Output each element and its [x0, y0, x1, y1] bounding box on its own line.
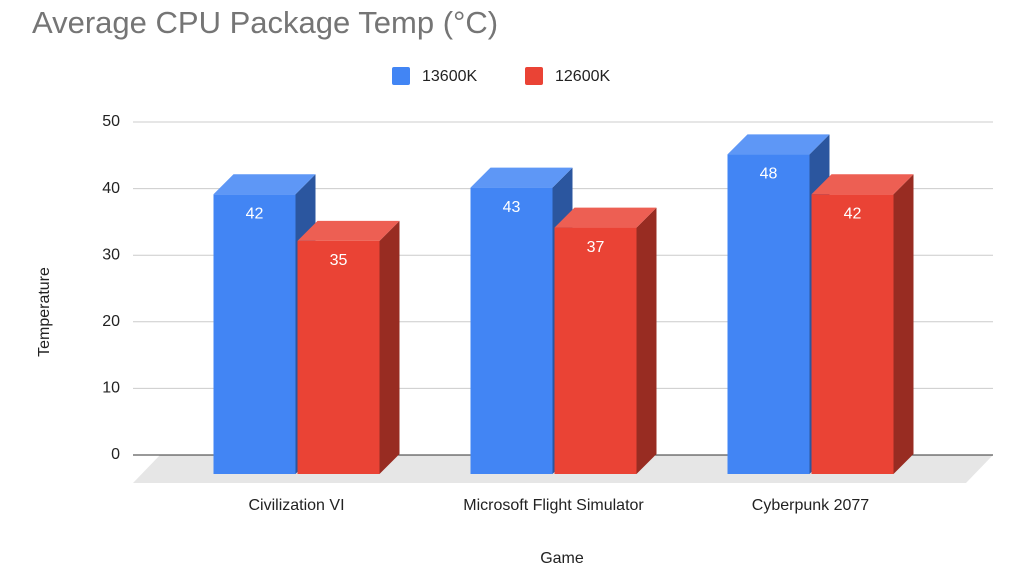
bar-front: [297, 240, 380, 474]
y-tick-label: 40: [102, 180, 120, 197]
bar-side: [379, 220, 400, 474]
y-tick-label: 0: [111, 446, 120, 463]
legend-label: 13600K: [422, 68, 477, 85]
data-label: 35: [330, 252, 348, 269]
x-tick-label: Cyberpunk 2077: [752, 497, 870, 514]
bar-front: [727, 154, 810, 474]
bar-front: [470, 187, 553, 474]
data-label: 43: [503, 199, 521, 216]
x-tick-label: Microsoft Flight Simulator: [463, 497, 644, 514]
y-tick-label: 30: [102, 246, 120, 263]
bar-front: [554, 227, 637, 474]
bar-side: [893, 174, 914, 474]
legend: 13600K 12600K: [392, 67, 610, 85]
bar-top: [811, 174, 914, 195]
bar-top: [213, 174, 316, 195]
bar-top: [297, 220, 400, 241]
data-label: 42: [246, 205, 264, 222]
x-tick-label: Civilization VI: [248, 497, 344, 514]
y-tick-label: 10: [102, 380, 120, 397]
legend-swatch: [392, 67, 410, 85]
bar: [297, 220, 400, 474]
bar: [554, 207, 657, 474]
bar-front: [213, 194, 296, 474]
legend-swatch: [525, 67, 543, 85]
y-axis-title: Temperature: [36, 267, 53, 357]
bar-top: [554, 207, 657, 228]
data-label: 37: [587, 239, 605, 256]
bar-top: [727, 134, 830, 155]
x-axis-title: Game: [540, 550, 584, 567]
chart-title: Average CPU Package Temp (°C): [32, 5, 498, 40]
y-tick-label: 20: [102, 313, 120, 330]
y-tick-label: 50: [102, 113, 120, 130]
legend-label: 12600K: [555, 68, 610, 85]
bar-side: [636, 207, 657, 474]
data-label: 42: [844, 205, 862, 222]
bar-top: [470, 167, 573, 188]
bar-front: [811, 194, 894, 474]
bar: [811, 174, 914, 474]
data-label: 48: [760, 166, 778, 183]
